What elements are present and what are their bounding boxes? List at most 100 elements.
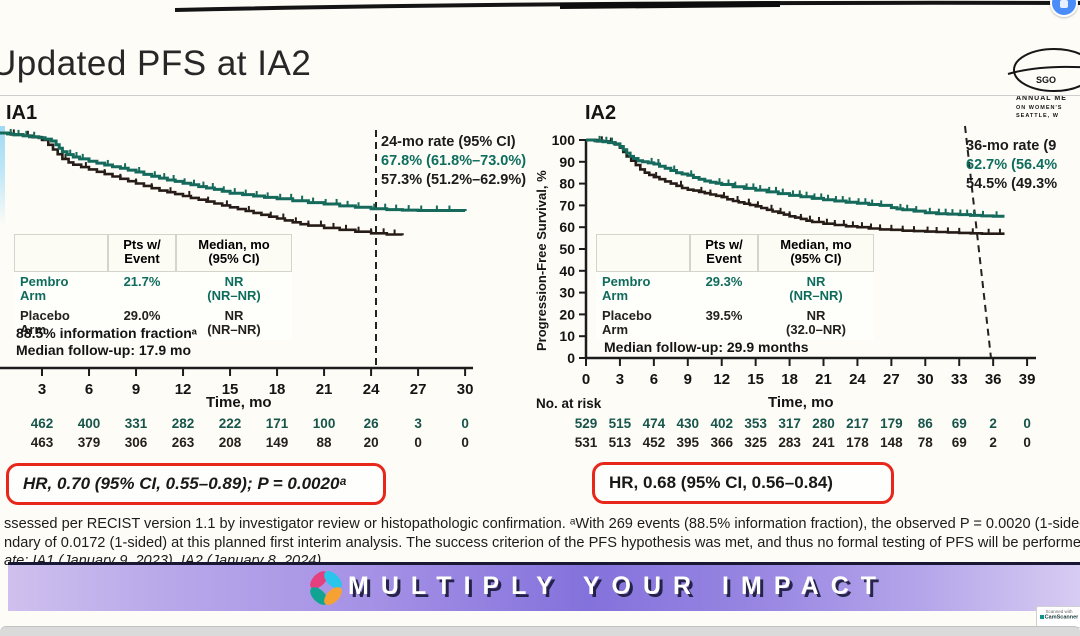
x-tick-label: 24 <box>849 371 866 388</box>
x-tick-label: 9 <box>684 371 692 388</box>
y-tick-label: 90 <box>559 154 575 170</box>
risk-count-ia1-r1-t21: 88 <box>316 435 332 450</box>
risk-count-ia1-r0-t24: 26 <box>363 416 379 431</box>
ia2-row-placebo-label: Placebo Arm <box>602 308 652 337</box>
ia2-th-events: Pts w/ Event <box>690 234 758 272</box>
risk-count-ia2-r0-t36: 2 <box>989 416 997 431</box>
ia2-rate-annotation: 36-mo rate (9 62.7% (56.4% 54.5% (49.3% <box>966 137 1080 194</box>
edge-line-blob <box>559 1 781 9</box>
pinwheel-flower-icon <box>310 571 342 605</box>
risk-count-ia1-r0-t27: 3 <box>414 416 422 431</box>
x-tick-label: 21 <box>316 381 333 398</box>
no-at-risk-label: No. at risk <box>536 396 602 411</box>
y-tick-label: 60 <box>559 219 575 235</box>
page-title: Updated PFS at IA2 <box>0 44 312 83</box>
x-tick-label: 30 <box>457 381 474 398</box>
ia2-th-median: Median, mo (95% CI) <box>758 234 874 272</box>
risk-count-ia1-r1-t27: 0 <box>414 435 422 450</box>
logo-line-3: SEATTLE, W <box>1016 113 1059 119</box>
ia2-row-placebo-event: 39.5% <box>705 308 743 323</box>
x-tick-label: 18 <box>781 371 798 388</box>
ia2-followup-note: Median follow-up: 29.9 months <box>604 339 809 355</box>
x-tick-label: 30 <box>917 371 934 388</box>
km-curve-pembro-arm <box>586 138 1005 218</box>
camscanner-badge: Scanned with CamScanner <box>1036 606 1080 628</box>
risk-count-ia1-r1-t18: 149 <box>265 435 289 450</box>
ia2-rate-pembro: 62.7% (56.4% <box>966 157 1058 173</box>
ia1-th-blank <box>14 234 108 272</box>
risk-count-ia2-r1-t24: 178 <box>846 435 869 450</box>
photo-top-edge-line <box>174 0 1080 12</box>
risk-count-ia1-r0-t12: 282 <box>171 416 195 431</box>
logo-swoosh <box>1007 65 1080 75</box>
petal-pink <box>310 571 328 589</box>
badge-glyph <box>1060 0 1068 8</box>
risk-count-ia2-r0-t39: 0 <box>1023 416 1031 431</box>
y-tick-label: 30 <box>559 285 575 301</box>
risk-count-ia1-r0-t21: 100 <box>312 416 336 431</box>
risk-count-ia2-r0-t27: 179 <box>880 416 903 431</box>
logo-ellipse <box>1013 48 1080 92</box>
risk-count-ia2-r1-t6: 452 <box>642 435 666 450</box>
x-tick-label: 3 <box>616 371 624 388</box>
risk-count-ia2-r0-t9: 430 <box>676 416 700 431</box>
risk-count-ia1-r1-t12: 263 <box>171 435 195 450</box>
risk-count-ia2-r1-t33: 69 <box>951 435 967 450</box>
footnote-line-1: ssessed per RECIST version 1.1 by invest… <box>4 516 1080 532</box>
ia2-th-blank <box>596 234 690 272</box>
conference-banner <box>8 562 1080 611</box>
risk-count-ia2-r1-t21: 241 <box>812 435 835 450</box>
y-tick-label: 80 <box>559 176 575 192</box>
risk-count-ia2-r1-t39: 0 <box>1023 435 1031 450</box>
ia1-row-pembro-median: NR (NR–NR) <box>207 274 261 303</box>
banner-slogan: MULTIPLY YOUR IMPACT <box>348 572 889 600</box>
km-curve-placebo-arm <box>0 131 404 236</box>
ia2-rate-title: 36-mo rate (9 <box>966 138 1057 154</box>
x-tick-label: 9 <box>132 381 140 398</box>
risk-count-ia2-r1-t9: 395 <box>676 435 700 450</box>
risk-count-ia2-r1-t12: 366 <box>710 435 733 450</box>
ia1-summary-table: Pts w/ Event Median, mo (95% CI) Pembro … <box>14 234 292 340</box>
risk-count-ia2-r1-t27: 148 <box>880 435 903 450</box>
y-tick-label: 20 <box>559 306 575 322</box>
x-tick-label: 12 <box>713 371 730 388</box>
ia1-row-placebo-median: NR (NR–NR) <box>207 308 261 337</box>
y-tick-label: 10 <box>559 328 575 344</box>
ia1-row-pembro-label: Pembro Arm <box>20 274 69 303</box>
x-tick-label: 33 <box>951 371 968 388</box>
y-tick-label: 40 <box>559 263 575 279</box>
photo-edge-artifact <box>0 126 5 226</box>
risk-count-ia2-r1-t15: 325 <box>744 435 767 450</box>
risk-count-ia1-r1-t6: 379 <box>77 435 101 450</box>
risk-count-ia2-r0-t12: 402 <box>710 416 733 431</box>
camscanner-icon <box>1039 614 1044 619</box>
window-bottom-strip <box>0 626 1080 636</box>
y-tick-label: 0 <box>567 350 575 366</box>
risk-count-ia2-r0-t21: 280 <box>812 416 835 431</box>
risk-count-ia1-r0-t30: 0 <box>461 416 469 431</box>
x-tick-label: 24 <box>363 381 380 398</box>
x-tick-label: 15 <box>222 381 239 398</box>
ia2-row-placebo-median: NR (32.0–NR) <box>786 308 846 337</box>
x-tick-label: 15 <box>747 371 764 388</box>
risk-count-ia2-r0-t3: 515 <box>608 416 632 431</box>
x-tick-label: 12 <box>175 381 192 398</box>
risk-count-ia2-r0-t6: 474 <box>642 416 666 431</box>
footnote-line-2: ndary of 0.0172 (1-sided) at this planne… <box>4 534 1080 551</box>
title-divider <box>0 95 1080 96</box>
annotation-dashed-line <box>964 125 992 359</box>
risk-count-ia1-r0-t9: 331 <box>124 416 148 431</box>
x-tick-label: 27 <box>410 381 427 398</box>
ia2-rate-placebo: 54.5% (49.3% <box>966 176 1058 192</box>
ia2-row-pembro-label: Pembro Arm <box>602 274 651 303</box>
sgo-annual-meeting-logo: SGO ANNUAL ME ON WOMEN'S SEATTLE, W <box>1007 48 1080 119</box>
ia1-row-placebo-label: Placebo Arm <box>20 308 70 337</box>
ia1-rate-placebo: 57.3% (51.2%–62.9%) <box>381 172 527 188</box>
risk-count-ia2-r1-t3: 513 <box>608 435 632 450</box>
ia2-summary-table: Pts w/ Event Median, mo (95% CI) Pembro … <box>596 234 874 340</box>
petal-teal <box>310 587 328 605</box>
ia2-hazard-ratio-box: HR, 0.68 (95% CI, 0.56–0.84) <box>592 462 894 504</box>
x-tick-label: 27 <box>883 371 900 388</box>
ia1-row-pembro-event: 21.7% <box>123 274 161 289</box>
